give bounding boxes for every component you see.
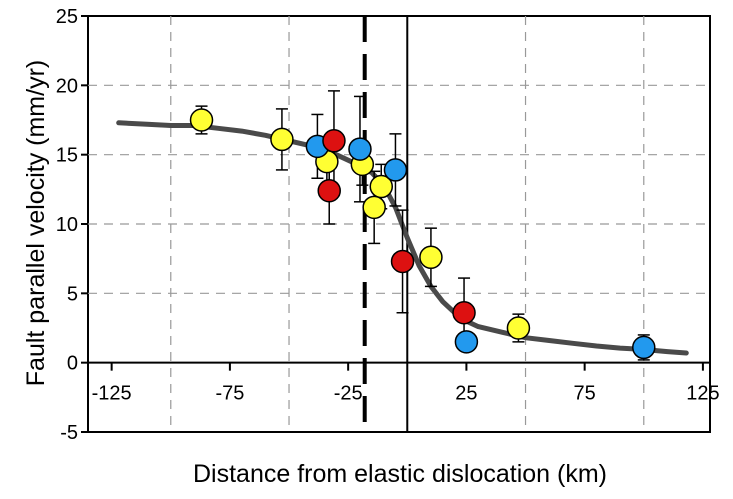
data-point-red — [390, 249, 415, 274]
data-point-red — [322, 129, 346, 153]
y-axis-title: Fault parallel velocity (mm/yr) — [22, 60, 50, 386]
data-point-yellow — [506, 316, 531, 340]
model-curve-group — [116, 120, 689, 356]
x-tick-label: 25 — [455, 383, 477, 405]
data-point-yellow — [369, 174, 394, 199]
x-axis-title: Distance from elastic dislocation (km) — [193, 460, 607, 488]
data-point-yellow — [189, 108, 214, 132]
data-point-yellow — [419, 245, 443, 270]
data-points — [189, 108, 656, 360]
data-point-blue — [348, 137, 372, 161]
x-tick-label: 125 — [686, 383, 719, 405]
data-point-blue — [383, 158, 408, 182]
y-tick-label: 10 — [56, 214, 78, 236]
y-tick-label: 20 — [56, 75, 78, 97]
data-point-yellow — [270, 127, 294, 152]
y-tick-label: -5 — [60, 422, 78, 444]
data-point-blue — [632, 335, 656, 360]
y-tick-label: 0 — [67, 353, 78, 375]
grid — [88, 16, 710, 432]
x-tick-label: -75 — [215, 383, 244, 405]
x-tick-label: -125 — [92, 383, 132, 405]
data-point-yellow — [362, 195, 386, 220]
axes — [81, 15, 710, 433]
model-curve — [116, 120, 689, 356]
data-point-red — [452, 300, 476, 325]
x-tick-label: 75 — [574, 383, 596, 405]
y-tick-label: 25 — [56, 6, 78, 28]
tick-labels: -5 0 5 10 15 20 25 -125 -75 -25 25 75 125 — [56, 6, 720, 444]
y-tick-label: 15 — [56, 145, 78, 167]
reference-lines — [362, 16, 409, 432]
y-tick-label: 5 — [67, 283, 78, 305]
x-tick-label: -25 — [334, 383, 363, 405]
data-point-red — [317, 178, 341, 203]
data-point-blue — [454, 330, 479, 354]
